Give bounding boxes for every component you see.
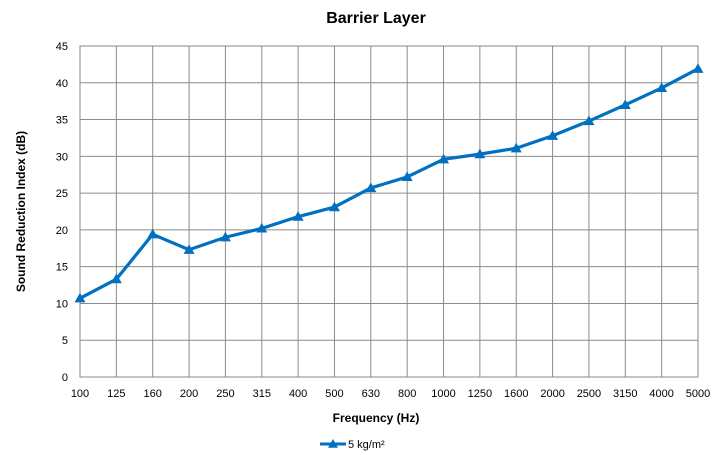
x-tick-label: 5000	[686, 388, 710, 400]
x-axis-title: Frequency (Hz)	[333, 411, 420, 425]
data-point-marker	[256, 222, 268, 233]
data-point-marker	[583, 115, 595, 126]
chart-title: Barrier Layer	[326, 10, 426, 27]
y-tick-label: 5	[62, 335, 68, 347]
x-tick-label: 4000	[649, 388, 673, 400]
data-point-marker	[510, 142, 522, 153]
y-tick-label: 30	[56, 151, 68, 163]
x-tick-label: 125	[107, 388, 125, 400]
grid	[79, 45, 699, 378]
data-point-marker	[474, 148, 486, 159]
data-point-marker	[692, 63, 704, 73]
data-point-marker	[147, 228, 159, 239]
data-point-marker	[438, 153, 450, 164]
legend: 5 kg/m²	[320, 439, 385, 451]
data-point-marker	[328, 201, 340, 212]
y-tick-label: 25	[56, 188, 68, 200]
y-axis-title: Sound Reduction Index (dB)	[14, 131, 28, 292]
x-tick-label: 200	[180, 388, 198, 400]
data-point-marker	[110, 273, 122, 284]
x-tick-label: 250	[216, 388, 234, 400]
y-tick-label: 45	[56, 41, 68, 53]
x-tick-label: 800	[398, 388, 416, 400]
legend-marker	[328, 439, 338, 448]
series-layer	[74, 63, 704, 303]
data-point-marker	[219, 231, 231, 242]
y-tick-label: 20	[56, 225, 68, 237]
y-tick-label: 35	[56, 115, 68, 127]
data-point-marker	[292, 211, 304, 221]
data-point-marker	[401, 171, 413, 182]
data-point-marker	[547, 130, 559, 140]
x-tick-label: 160	[144, 388, 162, 400]
y-tick-label: 40	[56, 78, 68, 90]
x-tick-label: 500	[325, 388, 343, 400]
y-tick-label: 0	[62, 372, 68, 384]
y-tick-label: 15	[56, 262, 68, 274]
series-line	[79, 67, 699, 300]
data-point-marker	[619, 99, 631, 109]
x-tick-label: 1000	[431, 388, 455, 400]
data-point-marker	[183, 244, 195, 254]
x-tick-label: 315	[253, 388, 271, 400]
plot-area-border	[79, 45, 699, 378]
x-tick-label: 1600	[504, 388, 528, 400]
x-tick-label: 100	[71, 388, 89, 400]
y-tick-label: 10	[56, 298, 68, 310]
y-axis-ticks: 0 5 10 15 20 25 30 35 40 45	[56, 41, 68, 384]
x-tick-label: 3150	[613, 388, 637, 400]
data-point-marker	[365, 182, 377, 193]
x-tick-label: 630	[362, 388, 380, 400]
data-point-marker	[74, 292, 86, 303]
x-axis-ticks: 100 125 160 200 250 315 400 500 630 800 1000 1250 16…	[71, 388, 710, 400]
x-tick-label: 400	[289, 388, 307, 400]
data-point-marker	[656, 82, 668, 93]
legend-label: 5 kg/m²	[348, 439, 385, 451]
x-tick-label: 2500	[577, 388, 601, 400]
x-tick-label: 1250	[468, 388, 492, 400]
x-tick-label: 2000	[540, 388, 564, 400]
